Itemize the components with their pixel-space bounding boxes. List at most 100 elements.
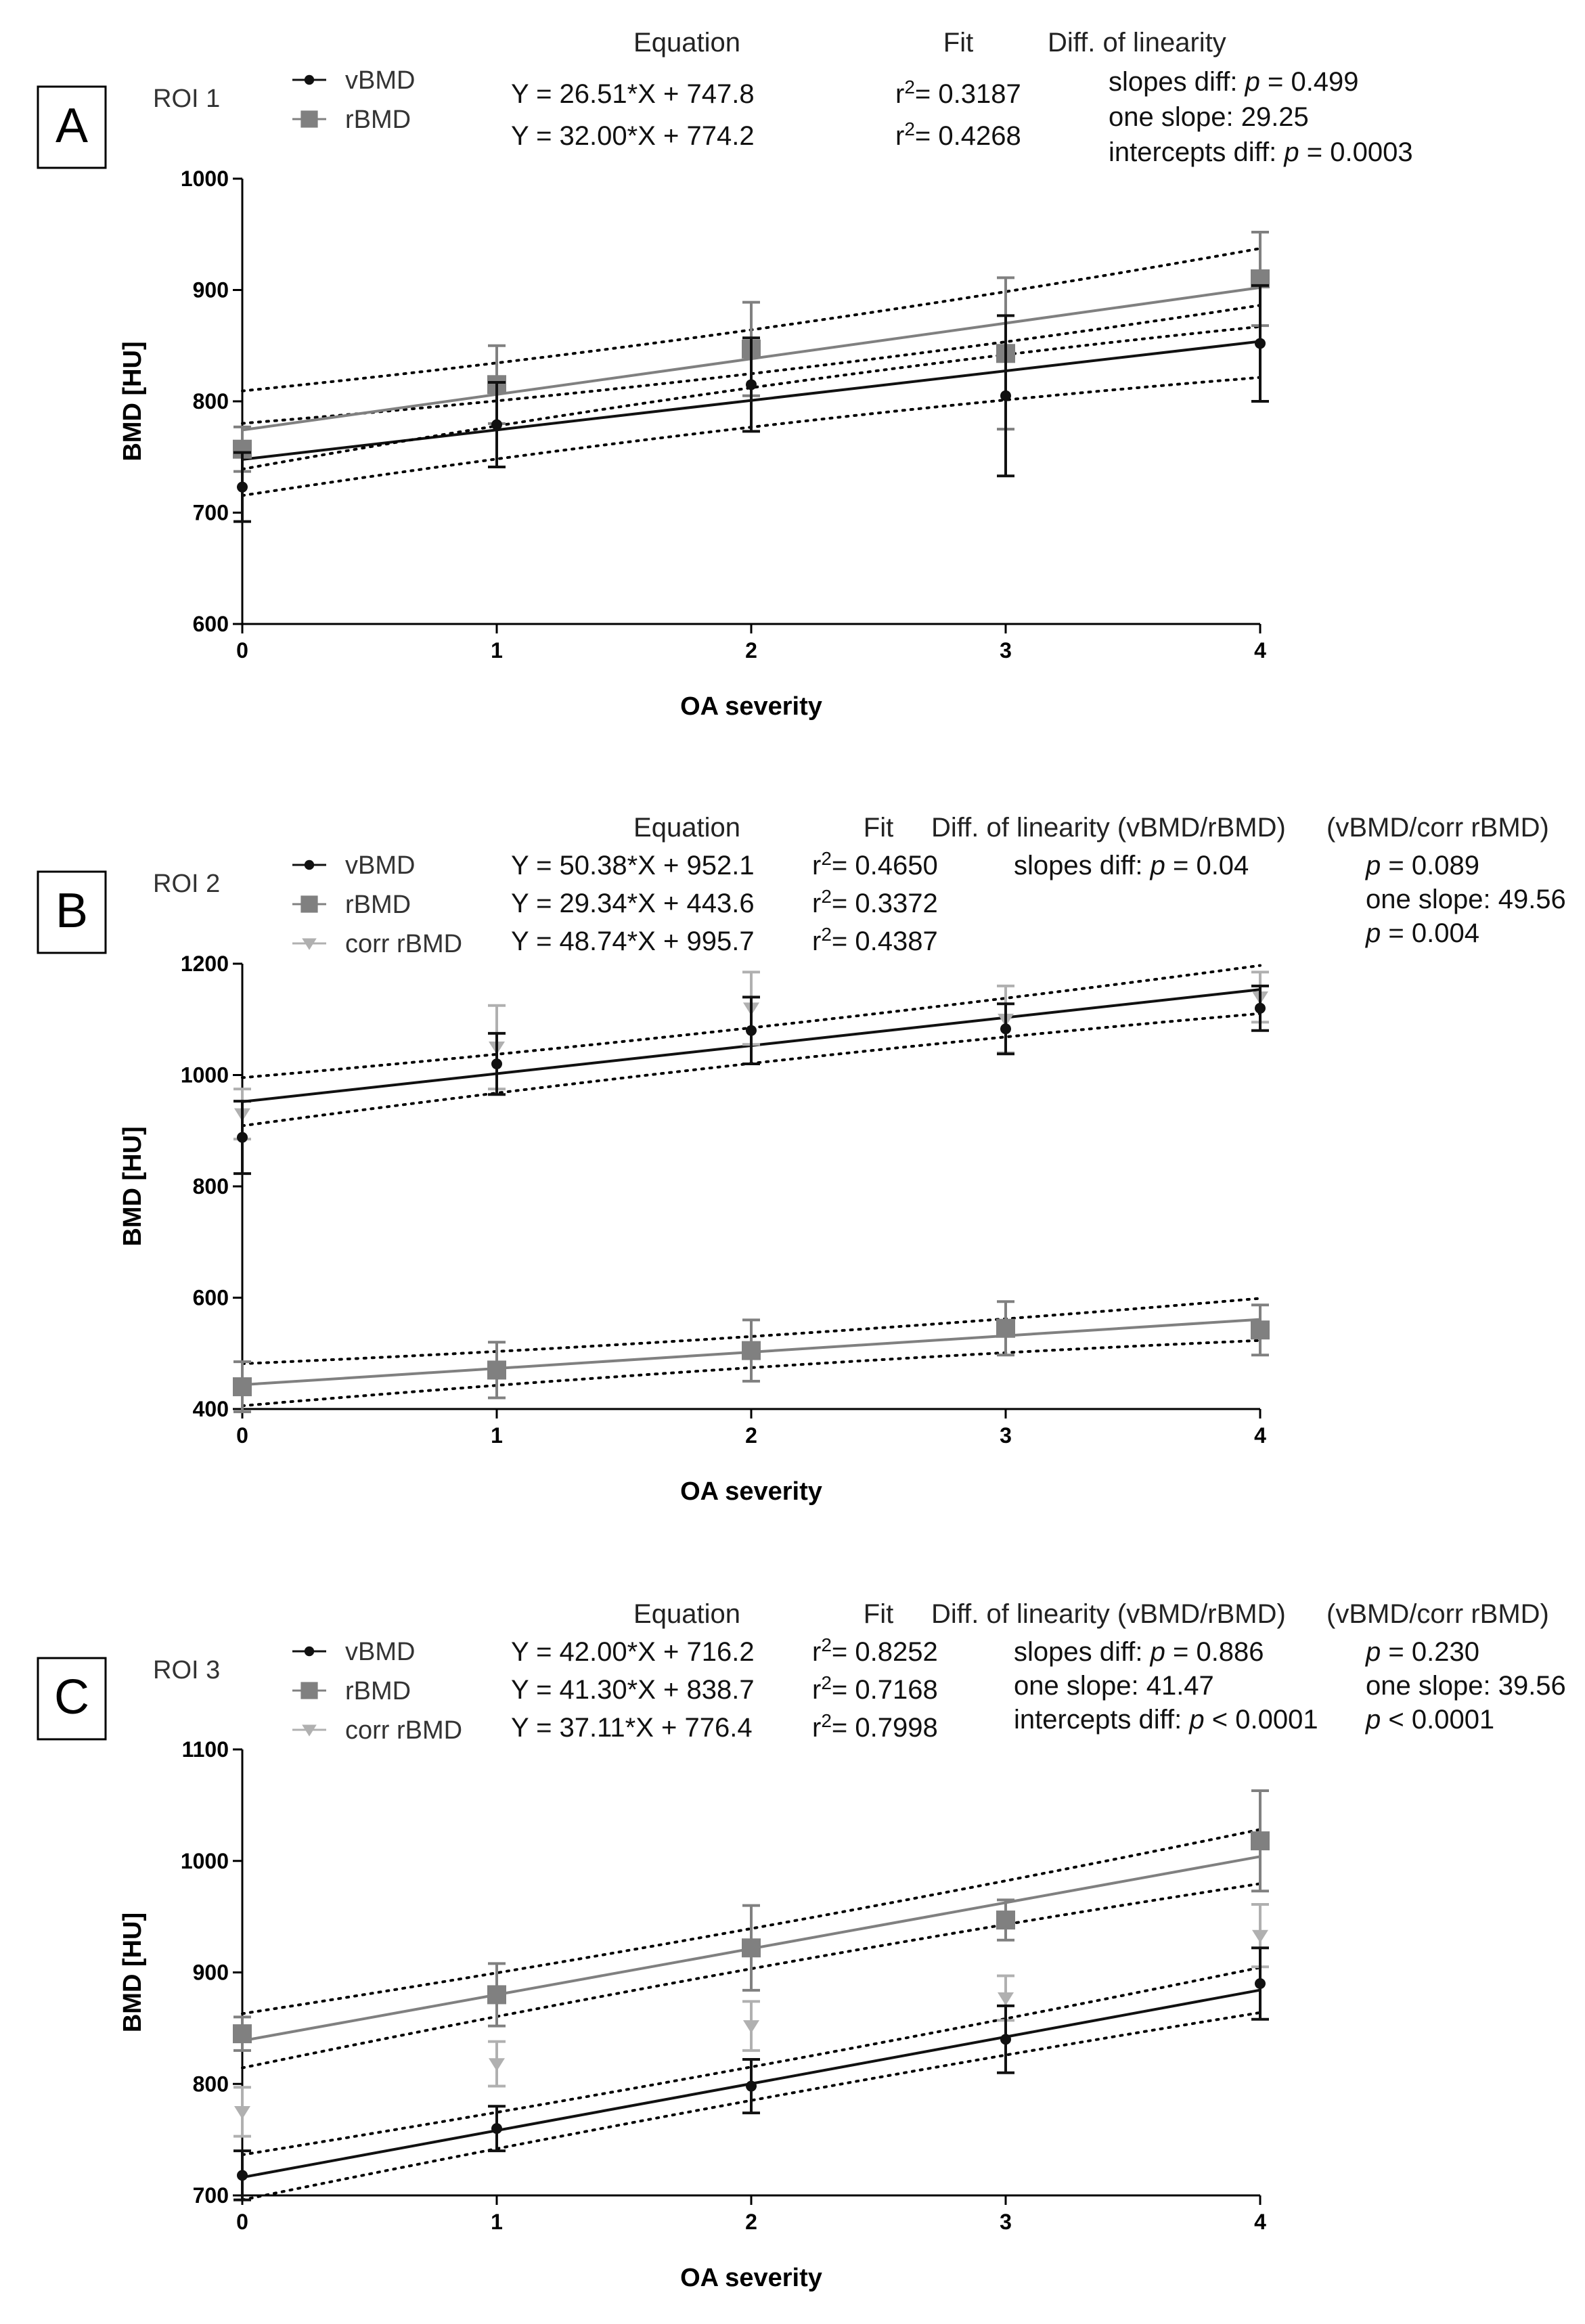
data-point — [742, 1341, 761, 1360]
equation-header: Equation — [633, 813, 740, 843]
equation-text: Y = 26.51*X + 747.8 — [511, 79, 755, 109]
data-point — [304, 74, 315, 85]
data-point — [996, 1910, 1015, 1930]
r2-text: r2= 0.4268 — [895, 118, 1021, 151]
y-tick-label: 900 — [193, 1961, 229, 1985]
r2-text: r2= 0.7998 — [812, 1710, 938, 1743]
x-axis-label: OA severity — [680, 692, 822, 721]
diff-text: slopes diff: p = 0.886 — [1014, 1637, 1264, 1667]
diff2-text: p < 0.0001 — [1365, 1705, 1494, 1735]
fit-header: Fit — [943, 28, 973, 58]
x-tick-label: 4 — [1254, 2210, 1266, 2234]
legend-label: vBMD — [345, 851, 415, 880]
diff-header: Diff. of linearity (vBMD/rBMD) — [931, 813, 1286, 843]
data-point — [234, 2106, 250, 2120]
x-tick-label: 0 — [236, 638, 248, 663]
legend-label: vBMD — [345, 66, 415, 95]
panel-letter: C — [54, 1670, 89, 1724]
legend-label: rBMD — [345, 891, 411, 919]
data-point — [1000, 1023, 1011, 1035]
data-point — [746, 1025, 757, 1036]
y-tick-label: 600 — [193, 612, 229, 636]
data-point — [487, 1360, 506, 1380]
legend-label: corr rBMD — [345, 1716, 462, 1745]
data-point — [998, 1992, 1014, 2006]
x-axis-label: OA severity — [680, 1477, 822, 1506]
diff-text: one slope: 41.47 — [1014, 1671, 1214, 1701]
x-tick-label: 2 — [745, 2210, 757, 2234]
y-tick-label: 1000 — [181, 1849, 229, 1873]
data-point — [743, 2020, 759, 2034]
panel-letter: B — [55, 884, 88, 938]
y-tick-label: 700 — [193, 2183, 229, 2208]
data-point — [746, 2080, 757, 2092]
equation-text: Y = 32.00*X + 774.2 — [511, 121, 755, 151]
diff-text: intercepts diff: p < 0.0001 — [1014, 1705, 1318, 1735]
y-axis-label: BMD [HU] — [118, 341, 147, 461]
data-point — [996, 1318, 1015, 1338]
ci-band-line — [241, 1828, 1262, 2015]
roi-label: ROI 2 — [153, 870, 220, 898]
equation-header: Equation — [633, 1599, 740, 1629]
data-point — [1255, 1002, 1266, 1014]
equation-text: Y = 48.74*X + 995.7 — [511, 926, 755, 956]
legend-label: corr rBMD — [345, 930, 462, 958]
diff-text: slopes diff: p = 0.499 — [1109, 67, 1359, 97]
r2-text: r2= 0.7168 — [812, 1672, 938, 1705]
equation-text: Y = 41.30*X + 838.7 — [511, 1675, 755, 1705]
data-point — [1000, 390, 1011, 401]
x-tick-label: 0 — [236, 1423, 248, 1448]
panel-letter-box — [37, 870, 107, 954]
data-point — [237, 1132, 248, 1143]
legend-label: rBMD — [345, 106, 411, 134]
panel-c: C ROI 3 vBMD rBMD corr rBMD Equation Fit Diff. … — [37, 1599, 1566, 2292]
data-point — [491, 419, 502, 430]
diff-header: Diff. of linearity — [1048, 28, 1226, 58]
x-tick-label: 3 — [1000, 1423, 1012, 1448]
diff-text: one slope: 29.25 — [1109, 102, 1309, 132]
diff2-text: one slope: 49.56 — [1366, 885, 1566, 914]
r2-text: r2= 0.3187 — [895, 76, 1021, 109]
x-tick-label: 2 — [745, 1423, 757, 1448]
x-tick-label: 1 — [491, 638, 503, 663]
data-point — [746, 379, 757, 390]
r2-text: r2= 0.8252 — [812, 1634, 938, 1667]
data-point — [304, 1646, 315, 1657]
data-point — [491, 1058, 502, 1070]
data-point — [233, 1377, 252, 1397]
y-axis-label: BMD [HU] — [118, 1126, 147, 1246]
diff-header: Diff. of linearity (vBMD/rBMD) — [931, 1599, 1286, 1629]
roi-label: ROI 1 — [153, 85, 220, 113]
equation-text: Y = 37.11*X + 776.4 — [511, 1713, 753, 1743]
y-tick-label: 600 — [193, 1286, 229, 1310]
y-tick-label: 800 — [193, 1174, 229, 1199]
data-point — [237, 2170, 248, 2181]
data-point — [300, 110, 318, 128]
data-point — [1252, 1929, 1268, 1943]
r2-text: r2= 0.4650 — [812, 848, 938, 880]
data-point — [489, 2058, 505, 2072]
x-tick-label: 1 — [491, 1423, 503, 1448]
ci-band-line — [241, 1966, 1262, 2156]
data-point — [304, 859, 315, 870]
y-tick-label: 800 — [193, 2072, 229, 2096]
data-point — [1255, 338, 1266, 349]
data-point — [237, 481, 248, 493]
diff2-header: (vBMD/corr rBMD) — [1326, 1599, 1549, 1629]
panel-letter-box — [37, 85, 107, 169]
roi-label: ROI 3 — [153, 1656, 220, 1684]
x-tick-label: 3 — [1000, 2210, 1012, 2234]
data-point — [300, 1682, 318, 1699]
diff2-header: (vBMD/corr rBMD) — [1326, 813, 1549, 843]
fit-header: Fit — [864, 813, 893, 843]
legend-label: rBMD — [345, 1677, 411, 1705]
y-tick-label: 700 — [193, 501, 229, 525]
equation-text: Y = 42.00*X + 716.2 — [511, 1637, 755, 1667]
diff2-text: one slope: 39.56 — [1366, 1671, 1566, 1701]
data-point — [302, 938, 317, 950]
y-tick-label: 800 — [193, 389, 229, 414]
y-axis-label: BMD [HU] — [118, 1913, 147, 2032]
data-point — [487, 1985, 506, 2005]
equation-text: Y = 29.34*X + 443.6 — [511, 889, 755, 918]
